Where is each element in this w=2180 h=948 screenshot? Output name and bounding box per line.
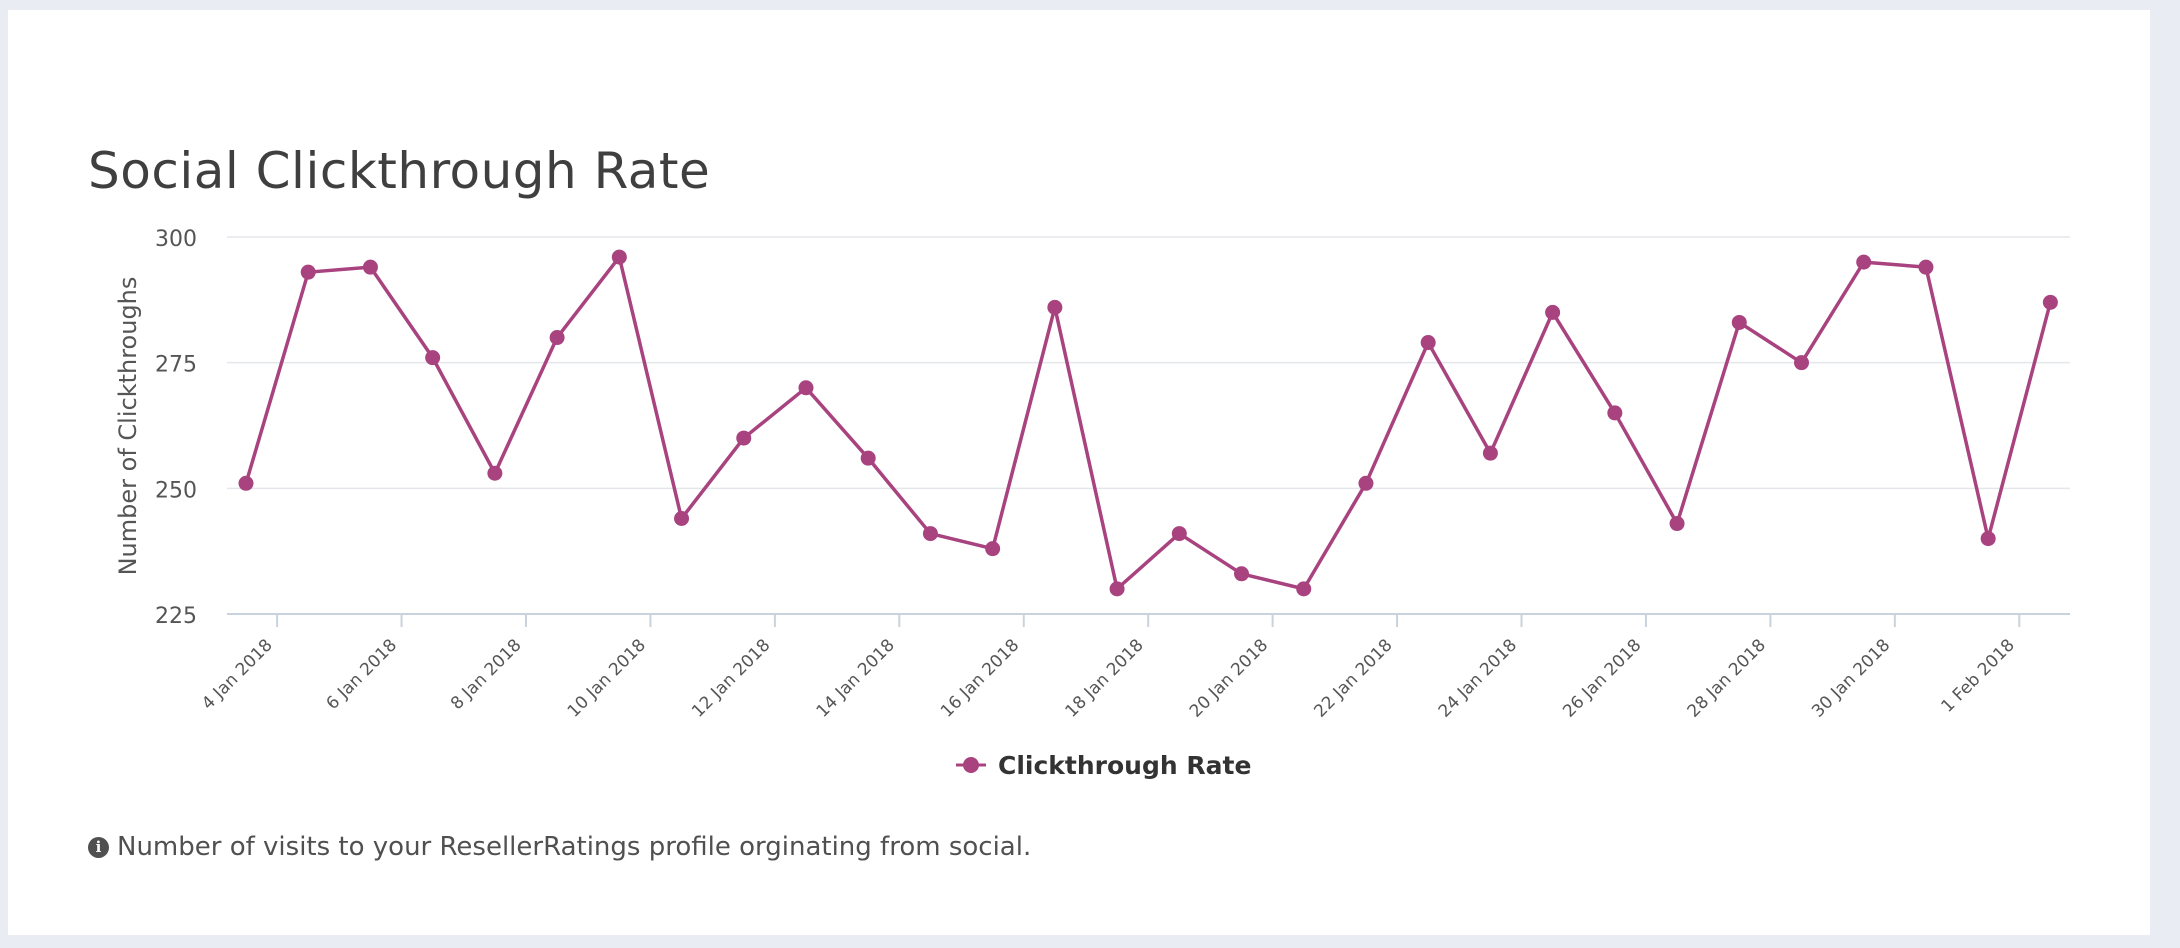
- data-point-15[interactable]: [1109, 581, 1125, 597]
- data-point-17[interactable]: [1234, 566, 1250, 582]
- data-point-12[interactable]: [922, 526, 938, 542]
- x-tick-label: 14 Jan 2018: [813, 635, 899, 721]
- data-point-30[interactable]: [2042, 294, 2058, 310]
- x-tick-label: 10 Jan 2018: [564, 635, 650, 721]
- data-point-25[interactable]: [1731, 314, 1747, 330]
- data-point-18[interactable]: [1296, 581, 1312, 597]
- data-point-26[interactable]: [1794, 355, 1809, 371]
- y-axis-label: Number of Clickthroughs: [114, 277, 142, 576]
- x-tick-label: 12 Jan 2018: [688, 635, 774, 721]
- data-point-6[interactable]: [549, 330, 565, 346]
- series-clickthrough-rate: [238, 249, 2058, 597]
- y-axis-ticks: 225 250 275 300: [155, 227, 197, 629]
- data-point-8[interactable]: [674, 510, 690, 526]
- x-tick-label: 28 Jan 2018: [1684, 635, 1770, 721]
- data-point-2[interactable]: [300, 264, 316, 280]
- data-point-24[interactable]: [1669, 516, 1685, 532]
- data-point-23[interactable]: [1607, 405, 1623, 421]
- data-point-29[interactable]: [1980, 531, 1996, 547]
- data-point-1[interactable]: [238, 475, 254, 491]
- data-point-16[interactable]: [1171, 526, 1187, 542]
- series-line: [244, 255, 2053, 591]
- data-point-21[interactable]: [1482, 445, 1498, 461]
- y-tick-label: 250: [155, 478, 197, 503]
- data-point-22[interactable]: [1545, 304, 1561, 320]
- data-point-5[interactable]: [487, 465, 503, 481]
- data-point-19[interactable]: [1358, 475, 1374, 491]
- x-tick-label: 8 Jan 2018: [447, 635, 526, 714]
- chart-title: Social Clickthrough Rate: [88, 142, 711, 200]
- footnote-text: Number of visits to your ResellerRatings…: [117, 832, 1032, 862]
- chart-footnote: i Number of visits to your ResellerRatin…: [88, 832, 1031, 862]
- x-tick-label: 1 Feb 2018: [1937, 635, 2018, 716]
- data-point-27[interactable]: [1856, 254, 1872, 270]
- data-point-20[interactable]: [1420, 335, 1436, 351]
- x-tick-label: 16 Jan 2018: [937, 635, 1023, 721]
- x-tick-label: 6 Jan 2018: [323, 635, 402, 714]
- x-axis-ticks: 4 Jan 2018 6 Jan 2018 8 Jan 2018 10 Jan 201…: [198, 614, 2021, 722]
- data-point-28[interactable]: [1918, 259, 1934, 275]
- legend-label-clickthrough-rate: Clickthrough Rate: [998, 751, 1251, 780]
- legend-dot-marker: [963, 757, 979, 773]
- legend[interactable]: Clickthrough Rate: [956, 751, 1251, 780]
- x-tick-label: 4 Jan 2018: [198, 635, 277, 714]
- info-circle-icon: i: [88, 836, 109, 858]
- x-tick-label: 22 Jan 2018: [1310, 635, 1396, 721]
- data-point-10[interactable]: [798, 380, 814, 396]
- data-point-9[interactable]: [736, 430, 752, 446]
- x-tick-label: 24 Jan 2018: [1435, 635, 1521, 721]
- gridlines: [227, 236, 2070, 490]
- y-tick-label: 275: [155, 353, 197, 378]
- x-tick-label: 26 Jan 2018: [1559, 635, 1645, 721]
- data-point-7[interactable]: [611, 249, 627, 265]
- x-tick-label: 30 Jan 2018: [1808, 635, 1894, 721]
- data-point-11[interactable]: [860, 450, 876, 466]
- data-point-4[interactable]: [425, 350, 441, 366]
- data-point-14[interactable]: [1047, 299, 1063, 315]
- data-point-3[interactable]: [362, 259, 378, 275]
- y-tick-label: 225: [155, 604, 197, 629]
- x-tick-label: 18 Jan 2018: [1062, 635, 1148, 721]
- data-point-13[interactable]: [985, 541, 1001, 557]
- y-tick-label: 300: [155, 227, 197, 252]
- chart-card: Social Clickthrough Rate i Number of vis…: [8, 10, 2150, 935]
- x-tick-label: 20 Jan 2018: [1186, 635, 1272, 721]
